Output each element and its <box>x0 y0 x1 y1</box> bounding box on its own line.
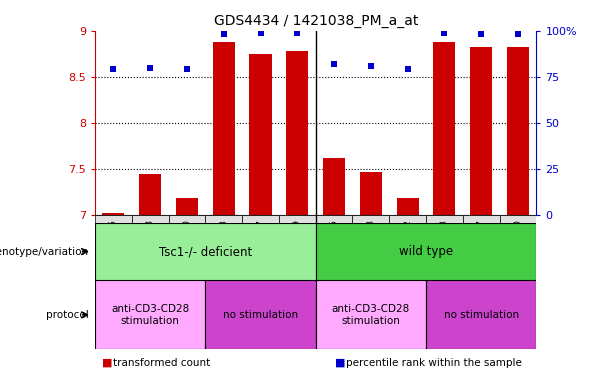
Bar <box>426 280 536 349</box>
Text: percentile rank within the sample: percentile rank within the sample <box>346 358 522 368</box>
Bar <box>95 280 205 349</box>
Bar <box>323 158 345 215</box>
Bar <box>316 215 352 288</box>
Text: GSM738380: GSM738380 <box>183 219 191 274</box>
Bar <box>470 47 492 215</box>
Bar <box>397 199 419 215</box>
Bar <box>102 213 124 215</box>
Bar <box>95 215 132 288</box>
Bar <box>242 215 279 288</box>
Text: GSM738368: GSM738368 <box>367 219 375 274</box>
Text: GSM738373: GSM738373 <box>219 219 228 274</box>
Title: GDS4434 / 1421038_PM_a_at: GDS4434 / 1421038_PM_a_at <box>213 14 418 28</box>
Bar <box>213 42 235 215</box>
Text: anti-CD3-CD28
stimulation: anti-CD3-CD28 stimulation <box>332 304 410 326</box>
Bar <box>360 172 382 215</box>
Bar <box>176 199 198 215</box>
Bar <box>352 215 389 288</box>
Text: GSM738370: GSM738370 <box>514 219 522 274</box>
Bar <box>500 215 536 288</box>
Text: transformed count: transformed count <box>113 358 211 368</box>
Text: GSM738372: GSM738372 <box>403 219 412 273</box>
Text: Tsc1-/- deficient: Tsc1-/- deficient <box>159 245 252 258</box>
Text: anti-CD3-CD28
stimulation: anti-CD3-CD28 stimulation <box>111 304 189 326</box>
Text: wild type: wild type <box>399 245 453 258</box>
Bar <box>205 280 316 349</box>
Text: GSM738363: GSM738363 <box>440 219 449 274</box>
Text: protocol: protocol <box>46 310 89 320</box>
Text: GSM738377: GSM738377 <box>256 219 265 274</box>
Bar <box>279 215 316 288</box>
Bar <box>426 215 463 288</box>
Bar <box>433 42 455 215</box>
Bar <box>95 223 316 280</box>
Text: GSM738379: GSM738379 <box>293 219 302 274</box>
Text: GSM738375: GSM738375 <box>109 219 118 274</box>
Bar <box>249 54 272 215</box>
Text: ■: ■ <box>335 358 346 368</box>
Bar <box>286 51 308 215</box>
Text: no stimulation: no stimulation <box>444 310 519 320</box>
Text: genotype/variation: genotype/variation <box>0 247 89 257</box>
Text: GSM738367: GSM738367 <box>477 219 485 274</box>
Bar <box>316 280 426 349</box>
Bar <box>507 47 529 215</box>
Bar <box>169 215 205 288</box>
Bar <box>205 215 242 288</box>
Bar <box>463 215 500 288</box>
Text: GSM738378: GSM738378 <box>146 219 154 274</box>
Text: GSM738365: GSM738365 <box>330 219 338 274</box>
Bar <box>316 223 536 280</box>
Text: no stimulation: no stimulation <box>223 310 298 320</box>
Text: ■: ■ <box>102 358 113 368</box>
Bar <box>132 215 169 288</box>
Bar <box>389 215 426 288</box>
Bar <box>139 174 161 215</box>
